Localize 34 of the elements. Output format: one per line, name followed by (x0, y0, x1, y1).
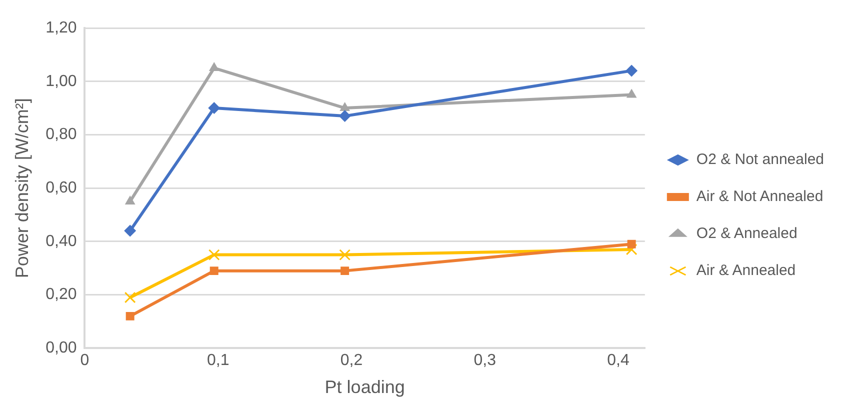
x-tick-label: 0 (80, 352, 90, 370)
point (210, 266, 218, 276)
x-tick-label: 0,4 (607, 352, 630, 370)
point (626, 88, 637, 98)
point (340, 266, 350, 276)
y-axis-title: Power density [W/cm²] (12, 98, 32, 278)
point (124, 224, 136, 237)
point (339, 249, 351, 261)
point (340, 102, 350, 112)
y-tick-label: 0,40 (46, 232, 77, 250)
x-axis-title: Pt loading (324, 377, 405, 398)
y-tick-label: 0,60 (46, 180, 77, 197)
point (124, 195, 136, 204)
x-tick-label: 0,1 (206, 352, 230, 370)
x-tick-label: 0,3 (474, 352, 496, 370)
legend-label: O2 & Annealed (696, 225, 798, 242)
point (208, 102, 220, 114)
point (338, 110, 351, 122)
point (124, 292, 136, 304)
point (126, 312, 134, 320)
point (626, 244, 638, 256)
y-tick-label: 0,20 (46, 286, 77, 304)
legend-label: O2 & Not annealed (696, 151, 824, 168)
legend-label: Air & Annealed (696, 262, 796, 280)
x-tick-label: 0,2 (340, 352, 363, 370)
point (208, 249, 220, 261)
y-tick-label: 0,00 (46, 340, 77, 357)
point (626, 64, 638, 77)
point (627, 240, 636, 248)
y-tick-label: 0,80 (46, 126, 77, 144)
y-tick-label: 1,00 (46, 72, 77, 90)
legend-label: Air & Not Annealed (696, 188, 824, 206)
y-tick-label: 1,20 (46, 19, 77, 36)
point (208, 62, 220, 72)
